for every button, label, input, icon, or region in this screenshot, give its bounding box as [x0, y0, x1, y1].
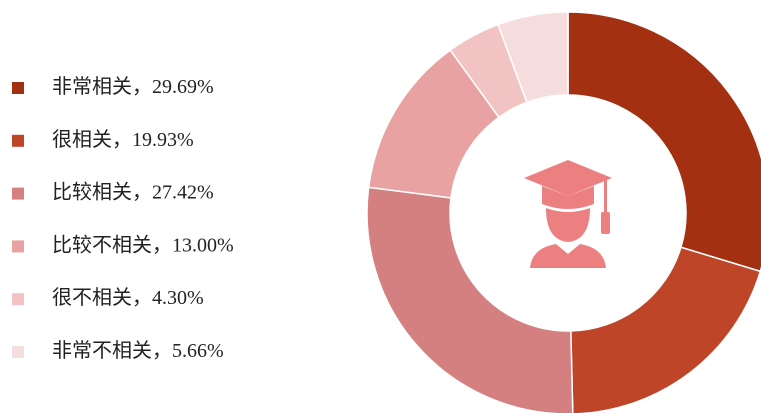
legend-label: 比较相关，27.42%: [52, 180, 214, 203]
legend-value: 27.42%: [152, 181, 214, 203]
legend-label: 非常不相关，5.66%: [52, 339, 224, 362]
legend-separator: ，: [132, 76, 152, 98]
legend-separator: ，: [132, 181, 152, 203]
legend-name: 比较不相关: [52, 233, 152, 256]
legend-value: 4.30%: [152, 287, 204, 309]
donut-slice: [570, 246, 761, 413]
legend-separator: ，: [152, 340, 172, 362]
legend-value: 19.93%: [132, 128, 194, 150]
tassel: [601, 212, 610, 234]
legend-name: 非常不相关: [52, 339, 152, 362]
cap-band: [542, 186, 594, 209]
legend-swatch: [12, 240, 24, 253]
legend-label: 很不相关，4.30%: [52, 286, 204, 309]
graduate-icon: [524, 160, 612, 268]
legend-value: 13.00%: [172, 234, 234, 256]
legend-swatch: [12, 187, 24, 200]
legend-separator: ，: [112, 128, 132, 150]
legend-label: 非常相关，29.69%: [52, 75, 214, 98]
legend-value: 29.69%: [152, 76, 214, 98]
legend-name: 非常相关: [52, 75, 132, 98]
legend-name: 很不相关: [52, 286, 132, 309]
tassel-cord: [604, 178, 607, 218]
face: [546, 208, 590, 242]
legend-separator: ，: [152, 234, 172, 256]
legend-swatch: [12, 346, 24, 358]
donut-slice: [497, 11, 569, 104]
shoulders: [530, 244, 606, 268]
legend-name: 很相关: [52, 127, 112, 150]
legend-swatch: [12, 82, 24, 94]
legend-value: 5.66%: [172, 340, 224, 362]
legend-label: 很相关，19.93%: [52, 127, 194, 150]
legend-separator: ，: [132, 287, 152, 309]
legend-swatch: [12, 293, 24, 306]
legend-swatch: [12, 134, 24, 147]
legend-name: 比较相关: [52, 180, 132, 203]
donut-slice: [366, 186, 574, 413]
legend-label: 比较不相关，13.00%: [52, 233, 234, 256]
donut-slice: [567, 11, 761, 273]
cap-top: [524, 160, 612, 196]
